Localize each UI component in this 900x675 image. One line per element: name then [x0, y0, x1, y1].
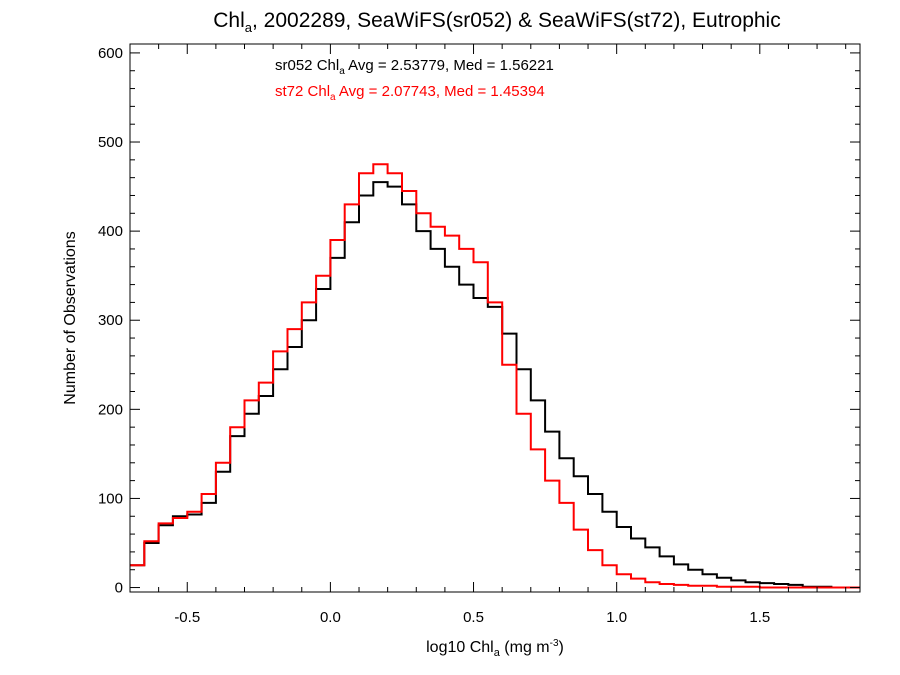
xlabel-post: ) [559, 639, 564, 656]
chart-title: Chla, 2002289, SeaWiFS(sr052) & SeaWiFS(… [213, 9, 780, 35]
series-line-st72 [130, 163, 860, 589]
y-tick-label: 0 [115, 580, 123, 597]
xlabel-sup: -3 [550, 638, 559, 649]
annot-sr052-pre: sr052 Chl [275, 57, 339, 74]
y-tick-label: 300 [98, 312, 123, 329]
series-line-sr052 [130, 181, 860, 589]
xlabel-mid: (mg m [500, 639, 550, 656]
y-tick-label: 500 [98, 134, 123, 151]
annot-st72-pre: st72 Chl [275, 83, 330, 100]
plot-area [130, 163, 860, 589]
series-annotation-sr052: sr052 Chla Avg = 2.53779, Med = 1.56221 [275, 57, 554, 77]
x-axis-label: log10 Chla (mg m-3) [426, 638, 564, 659]
xlabel-sub: a [494, 647, 501, 659]
plot-frame [129, 43, 861, 593]
title-prefix-subscript: a [245, 20, 253, 35]
y-tick-label: 600 [98, 45, 123, 62]
series-annotation-st72: st72 Chla Avg = 2.07743, Med = 1.45394 [275, 83, 545, 103]
x-tick-label: 0.5 [463, 609, 484, 626]
annot-sr052-post: Avg = 2.53779, Med = 1.56221 [345, 57, 554, 74]
title-prefix: Chl [213, 9, 245, 32]
x-tick-label: -0.5 [174, 609, 200, 626]
xlabel-pre: log10 Chl [426, 639, 494, 656]
annot-st72-post: Avg = 2.07743, Med = 1.45394 [336, 83, 545, 100]
annot-sr052-sub: a [339, 66, 345, 77]
y-tick-label: 200 [98, 401, 123, 418]
x-tick-label: 0.0 [320, 609, 341, 626]
annot-st72-sub: a [330, 92, 336, 103]
x-tick-label: 1.5 [749, 609, 770, 626]
title-rest: , 2002289, SeaWiFS(sr052) & SeaWiFS(st72… [252, 9, 781, 32]
y-axis-label: Number of Observations [62, 231, 79, 404]
y-tick-label: 400 [98, 223, 123, 240]
x-tick-label: 1.0 [606, 609, 627, 626]
y-tick-label: 100 [98, 490, 123, 507]
